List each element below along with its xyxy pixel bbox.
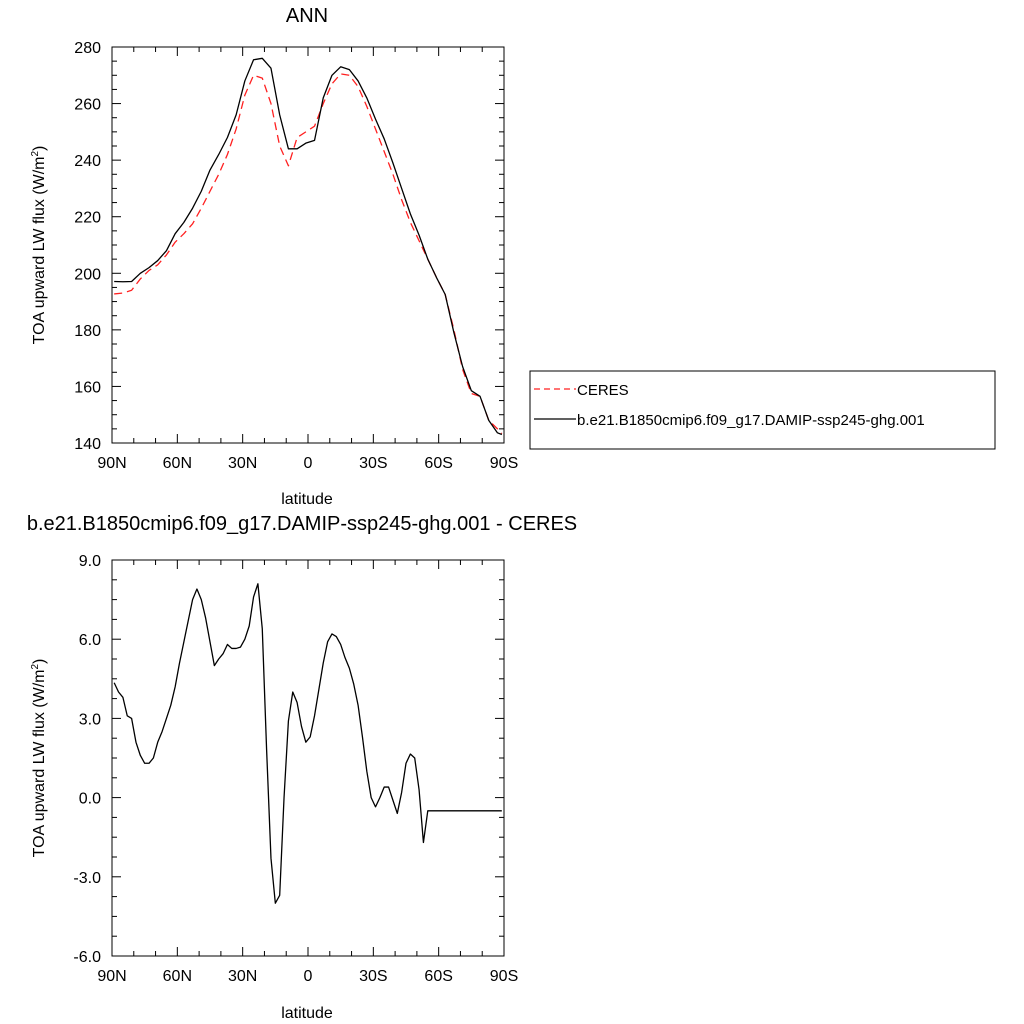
top-plot-frame — [111, 46, 505, 444]
bottom-y-axis-label-text: TOA upward LW flux (W/m — [31, 670, 48, 858]
y-tick-label: -3.0 — [73, 870, 101, 887]
top-y-axis-label-sup: 2 — [30, 151, 41, 157]
top-x-axis-label: latitude — [281, 491, 333, 508]
bottom-series-lines — [113, 583, 502, 904]
top-axis-ticks — [111, 46, 505, 444]
x-tick-label: 0 — [304, 455, 313, 472]
y-tick-label: 280 — [74, 40, 101, 57]
bottom-plot-frame — [111, 559, 505, 957]
x-tick-label: 30N — [228, 968, 257, 985]
bottom-axis-ticks — [111, 559, 505, 957]
y-tick-label: 3.0 — [79, 711, 101, 728]
y-tick-label: 260 — [74, 97, 101, 114]
x-tick-label: 90N — [97, 968, 126, 985]
x-tick-label: 0 — [304, 968, 313, 985]
y-tick-label: -6.0 — [73, 949, 101, 966]
series-line-ceres — [114, 73, 503, 435]
x-tick-label: 30S — [359, 968, 387, 985]
y-tick-label: 6.0 — [79, 632, 101, 649]
top-tick-labels: 90N 60N 30N 0 30S 60S 90S 140 160 180 200 220 240 260… — [74, 40, 518, 472]
x-tick-label: 60N — [163, 455, 192, 472]
bottom-y-axis-label: TOA upward LW flux (W/m2) — [30, 659, 48, 858]
y-tick-label: 140 — [74, 436, 101, 453]
bottom-y-axis-label-sup: 2 — [30, 664, 41, 670]
bottom-x-axis-label: latitude — [281, 1005, 333, 1022]
y-tick-label: 160 — [74, 379, 101, 396]
y-tick-label: 200 — [74, 266, 101, 283]
series-line-diff-0 — [113, 583, 502, 904]
x-tick-label: 60N — [163, 968, 192, 985]
x-tick-label: 30N — [228, 455, 257, 472]
y-tick-label: 9.0 — [79, 553, 101, 570]
bottom-tick-labels: 90N 60N 30N 0 30S 60S 90S -6.0 -3.0 0.0 3.0 6.0 9.0 — [73, 553, 518, 985]
x-tick-label: 90N — [97, 455, 126, 472]
y-tick-label: 0.0 — [79, 791, 101, 808]
x-tick-label: 90S — [490, 455, 518, 472]
legend-label-model: b.e21.B1850cmip6.f09_g17.DAMIP-ssp245-gh… — [577, 412, 925, 429]
bottom-chart-title: b.e21.B1850cmip6.f09_g17.DAMIP-ssp245-gh… — [27, 513, 577, 535]
series-line-b-e21-b1850cmip6-f09-g17-damip-ssp245-ghg-001 — [114, 57, 503, 436]
top-y-axis-label: TOA upward LW flux (W/m2) — [30, 146, 48, 345]
bottom-panel: b.e21.B1850cmip6.f09_g17.DAMIP-ssp245-gh… — [27, 513, 577, 1022]
y-tick-label: 240 — [74, 153, 101, 170]
x-tick-label: 60S — [424, 455, 452, 472]
y-tick-label: 180 — [74, 323, 101, 340]
top-series-lines — [114, 57, 503, 436]
legend-label-ceres: CERES — [577, 382, 629, 399]
top-y-axis-label-suffix: ) — [31, 146, 48, 151]
x-tick-label: 30S — [359, 455, 387, 472]
top-y-axis-label-text: TOA upward LW flux (W/m — [31, 157, 48, 345]
top-chart-title: ANN — [286, 5, 328, 27]
legend: CERES b.e21.B1850cmip6.f09_g17.DAMIP-ssp… — [529, 370, 996, 450]
y-tick-label: 220 — [74, 210, 101, 227]
legend-box — [529, 370, 996, 450]
x-tick-label: 90S — [490, 968, 518, 985]
x-tick-label: 60S — [424, 968, 452, 985]
bottom-y-axis-label-suffix: ) — [31, 659, 48, 664]
top-panel: ANN 90N 60N 30N 0 30S 60S 90S 140 160 180 200 220 24… — [30, 5, 996, 508]
